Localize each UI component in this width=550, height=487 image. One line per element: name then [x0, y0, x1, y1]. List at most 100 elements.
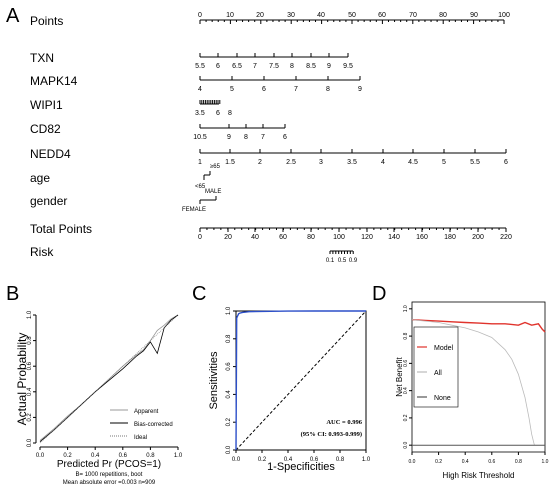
x-tick-label: 0.0 — [232, 457, 241, 463]
legend-box — [413, 326, 459, 408]
legend-label: All — [434, 370, 442, 377]
tick-label: 5 — [230, 86, 234, 93]
row-label: gender — [30, 194, 67, 208]
tick-label: 0.1 — [326, 258, 335, 264]
tick-label: 10 — [226, 12, 234, 19]
tick-label: 60 — [279, 234, 287, 241]
tick-label: 180 — [444, 234, 456, 241]
legend-label: Ideal — [134, 435, 147, 441]
x-tick-label: 0.2 — [435, 459, 442, 465]
x-tick-label: 0.2 — [258, 457, 267, 463]
tick-label: 8 — [290, 63, 294, 70]
x-tick-label: 0.4 — [91, 453, 100, 459]
x-tick-label: 0.8 — [515, 459, 522, 465]
y-tick-label: 0.4 — [27, 387, 33, 396]
tick-label: 4 — [198, 86, 202, 93]
x-tick-label: 0.0 — [409, 459, 416, 465]
row-label: MAPK14 — [30, 74, 78, 88]
tick-label: 9.5 — [343, 63, 353, 70]
tick-label: 60 — [378, 12, 386, 19]
row-label: Points — [30, 14, 63, 28]
x-axis-label: 1-Specificities — [267, 461, 335, 473]
tick-label: 6.5 — [232, 63, 242, 70]
tick-label: 8 — [228, 110, 232, 117]
tick-label: 80 — [307, 234, 315, 241]
x-tick-label: 1.0 — [542, 459, 549, 465]
legend-label: Model — [434, 345, 454, 352]
series-line — [39, 314, 179, 441]
roc-curve — [235, 310, 366, 451]
tick-label: 9 — [227, 134, 231, 141]
tick-label: 8 — [326, 86, 330, 93]
tick-label: 2 — [258, 159, 262, 166]
x-tick-label: 0.2 — [63, 453, 72, 459]
tick-label: 20 — [256, 12, 264, 19]
x-axis-label: Predicted Pr (PCOS=1) — [57, 459, 161, 470]
tick-label: 6 — [504, 159, 508, 166]
reference-line — [235, 310, 367, 451]
panel-letter-b: B — [6, 283, 19, 305]
tick-label: 90 — [470, 12, 478, 19]
legend-label: None — [434, 395, 451, 402]
tick-label: 6 — [216, 63, 220, 70]
tick-label: 3.5 — [195, 110, 205, 117]
y-tick-label: 0.4 — [403, 387, 409, 394]
x-tick-label: 0.6 — [119, 453, 128, 459]
y-tick-label: 0.8 — [226, 334, 232, 343]
tick-label: 6 — [216, 110, 220, 117]
y-tick-label: 1.0 — [403, 305, 409, 312]
tick-label: 1.5 — [225, 159, 235, 166]
tick-label: 140 — [388, 234, 400, 241]
panel-letter-d: D — [372, 283, 386, 305]
x-tick-label: 0.0 — [36, 453, 45, 459]
tick-label: 2.5 — [286, 159, 296, 166]
tick-label: 0.9 — [349, 258, 358, 264]
panel-letter-c: C — [192, 283, 206, 305]
tick-label: ≥65 — [210, 164, 221, 170]
calibration-panel: 0.00.0 0.2 0.2 0.4 0.4 0.6 0.6 0.8 0.8 1.0 1.0 Appa… — [15, 310, 183, 486]
x-axis-label: High Risk Threshold — [443, 471, 515, 480]
series-line — [411, 319, 535, 446]
y-tick-label: 0.6 — [403, 360, 409, 367]
footnote: B= 1000 repetitions, boot — [76, 472, 143, 478]
y-tick-label: 0.6 — [27, 361, 33, 370]
tick-label: 200 — [472, 234, 484, 241]
tick-label: 20 — [224, 234, 232, 241]
y-tick-label: 0.2 — [27, 413, 33, 422]
panel-letter-a: A — [6, 5, 20, 27]
y-tick-label: 0.8 — [27, 336, 33, 345]
tick-label: 4.5 — [408, 159, 418, 166]
y-tick-label: 0.8 — [403, 332, 409, 339]
y-tick-label: 0.0 — [27, 438, 33, 447]
series-line — [411, 319, 546, 333]
y-tick-label: 1.0 — [226, 306, 232, 315]
auc-annotation: AUC = 0.996 — [326, 419, 362, 426]
y-axis-label: Actual Probability — [15, 333, 29, 426]
footnote: Mean absolute error =0.003 n=909 — [63, 480, 156, 486]
tick-label: 7 — [294, 86, 298, 93]
tick-label: 3 — [319, 159, 323, 166]
tick-label: 40 — [251, 234, 259, 241]
y-tick-label: 0.4 — [226, 390, 232, 399]
tick-label: 7.5 — [269, 63, 279, 70]
y-axis-label: Net Benefit — [395, 356, 404, 396]
tick-label: 9 — [327, 63, 331, 70]
roc-panel: 0.00.0 0.2 0.2 0.4 0.4 0.6 0.6 0.8 0.8 1.0 1.0 AUC … — [208, 306, 371, 473]
series-line — [39, 314, 179, 444]
tick-label: 220 — [500, 234, 512, 241]
tick-label: 5.5 — [195, 63, 205, 70]
tick-label: 9 — [358, 86, 362, 93]
tick-label: 40 — [317, 12, 325, 19]
x-tick-label: 1.0 — [362, 457, 371, 463]
row-label: Total Points — [30, 222, 92, 236]
row-label: TXN — [30, 51, 54, 65]
x-tick-label: 0.8 — [146, 453, 155, 459]
tick-label: 120 — [361, 234, 373, 241]
x-tick-label: 0.4 — [284, 457, 293, 463]
x-tick-label: 1.0 — [174, 453, 183, 459]
tick-label: 100 — [333, 234, 345, 241]
y-tick-label: 1.0 — [27, 310, 33, 319]
tick-label: 7 — [253, 63, 257, 70]
row-label: CD82 — [30, 122, 61, 136]
